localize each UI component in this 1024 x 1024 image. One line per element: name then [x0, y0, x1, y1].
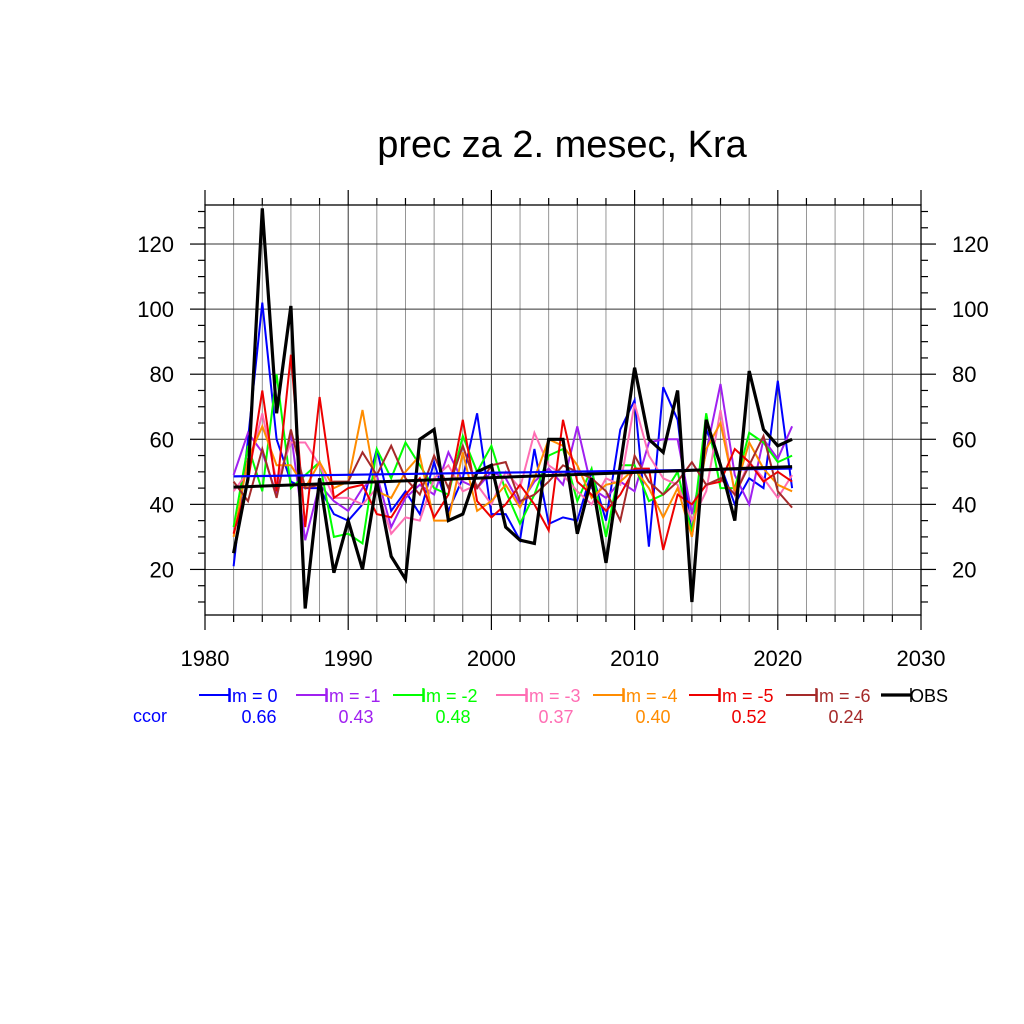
x-tick-label: 1990: [324, 646, 373, 671]
legend-label-7: OBS: [910, 686, 948, 706]
y-tick-label-right: 40: [952, 492, 976, 517]
y-tick-label-right: 20: [952, 557, 976, 582]
legend-label-6: lm = -6: [815, 686, 871, 706]
ccor-value-3: 0.37: [538, 707, 573, 727]
legend-label-4: lm = -4: [622, 686, 678, 706]
trend-line: [233, 465, 793, 489]
x-tick-label: 2030: [897, 646, 946, 671]
plot-frame: [204, 204, 922, 616]
x-tick-label: 2020: [753, 646, 802, 671]
x-tick-label: 1980: [181, 646, 230, 671]
ccor-value-1: 0.43: [338, 707, 373, 727]
y-tick-label-left: 80: [150, 362, 174, 387]
series-line-5: [232, 354, 793, 551]
series-line-7: [232, 208, 793, 609]
y-tick-label-right: 100: [952, 297, 989, 322]
ccor-label: ccor: [133, 706, 167, 726]
legend-label-0: lm = 0: [228, 686, 278, 706]
ccor-value-0: 0.66: [241, 707, 276, 727]
y-tick-label-left: 120: [137, 232, 174, 257]
ccor-value-5: 0.52: [731, 707, 766, 727]
legend-label-5: lm = -5: [718, 686, 774, 706]
y-tick-label-right: 60: [952, 427, 976, 452]
y-tick-label-left: 100: [137, 297, 174, 322]
x-tick-label: 2000: [467, 646, 516, 671]
legend-label-2: lm = -2: [422, 686, 478, 706]
ccor-value-2: 0.48: [435, 707, 470, 727]
series-line-0: [232, 302, 794, 567]
series-lines: [232, 208, 794, 609]
legend-label-3: lm = -3: [525, 686, 581, 706]
legend-label-1: lm = -1: [325, 686, 381, 706]
ccor-value-6: 0.24: [828, 707, 863, 727]
y-tick-label-right: 80: [952, 362, 976, 387]
chart-title: prec za 2. mesec, Kra: [377, 124, 747, 166]
y-tick-label-left: 20: [150, 557, 174, 582]
series-line-1: [232, 383, 794, 541]
ccor-value-4: 0.40: [635, 707, 670, 727]
series-line-2: [232, 374, 793, 546]
x-tick-label: 2010: [610, 646, 659, 671]
y-tick-label-left: 60: [150, 427, 174, 452]
y-tick-label-right: 120: [952, 232, 989, 257]
y-tick-label-left: 40: [150, 492, 174, 517]
